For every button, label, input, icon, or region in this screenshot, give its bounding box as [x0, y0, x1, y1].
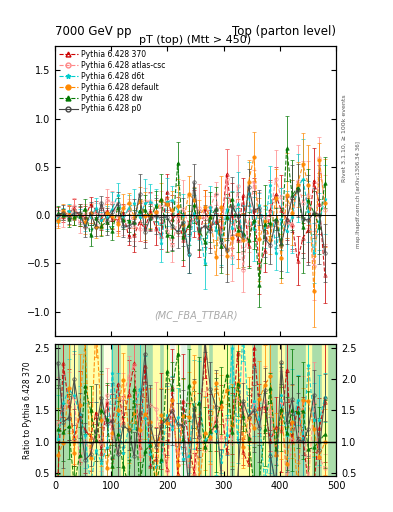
Text: map.lhapdf.cern.ch [arXiv:1306.34 36]: map.lhapdf.cern.ch [arXiv:1306.34 36] [356, 141, 361, 248]
Bar [169, 345, 175, 476]
Text: Top (parton level): Top (parton level) [232, 26, 336, 38]
Bar [224, 345, 230, 476]
Bar [241, 345, 246, 476]
Bar [175, 345, 180, 476]
Bar [322, 345, 327, 476]
Bar [72, 345, 77, 476]
Bar [180, 345, 186, 476]
Legend: Pythia 6.428 370, Pythia 6.428 atlas-csc, Pythia 6.428 d6t, Pythia 6.428 default: Pythia 6.428 370, Pythia 6.428 atlas-csc… [57, 48, 167, 115]
Y-axis label: Ratio to Pythia 6.428 370: Ratio to Pythia 6.428 370 [23, 361, 32, 459]
Bar [219, 345, 224, 476]
Text: (MC_FBA_TTBAR): (MC_FBA_TTBAR) [154, 311, 237, 322]
Bar [246, 345, 251, 476]
Title: pT (top) (Mtt > 450): pT (top) (Mtt > 450) [140, 35, 252, 45]
Bar [164, 345, 169, 476]
Bar [262, 345, 268, 476]
Bar [213, 345, 219, 476]
Bar [104, 345, 110, 476]
Bar [279, 345, 284, 476]
Bar [235, 345, 240, 476]
Bar [306, 345, 311, 476]
Bar [202, 345, 208, 476]
Bar [104, 345, 110, 476]
Text: Rivet 3.1.10, ≥ 100k events: Rivet 3.1.10, ≥ 100k events [342, 94, 347, 182]
Bar [191, 345, 197, 476]
Bar [88, 345, 93, 476]
Text: 7000 GeV pp: 7000 GeV pp [55, 26, 132, 38]
Bar [121, 345, 126, 476]
Bar [93, 345, 99, 476]
Bar [153, 345, 159, 476]
